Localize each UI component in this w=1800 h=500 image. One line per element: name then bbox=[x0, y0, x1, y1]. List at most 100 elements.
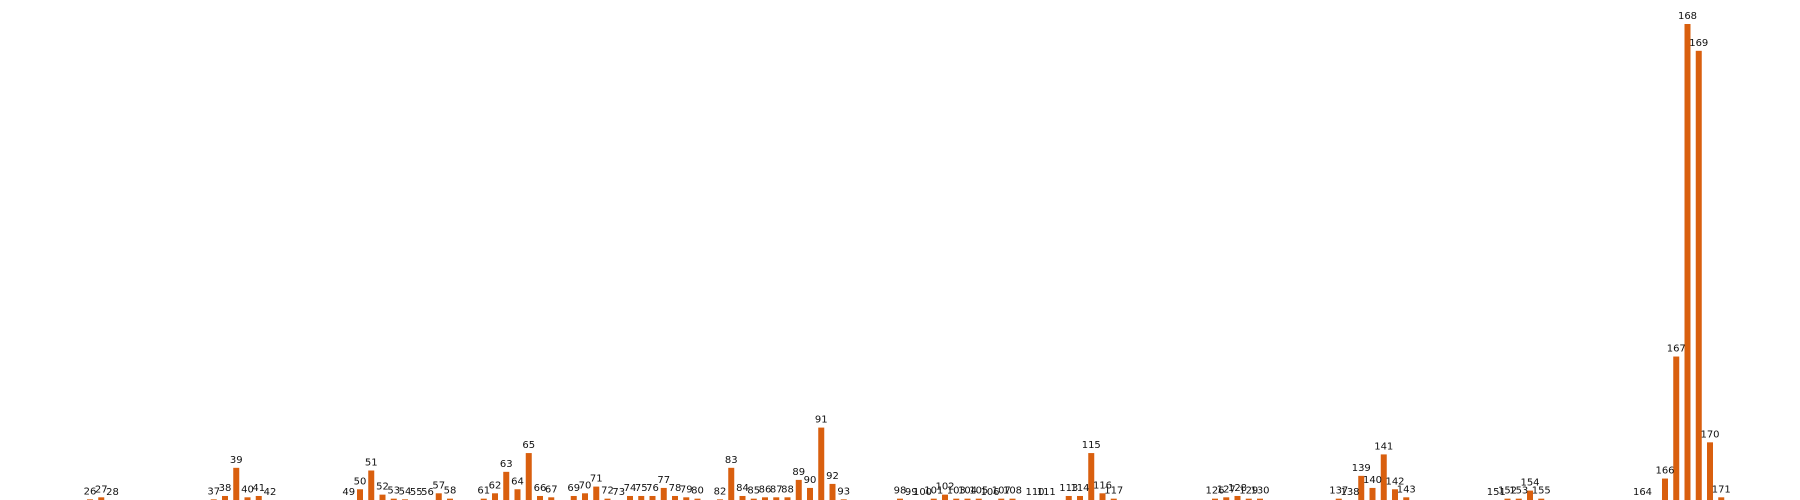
bar-label-67: 67 bbox=[545, 484, 558, 495]
bar-170 bbox=[1707, 442, 1713, 500]
bar-113 bbox=[1065, 495, 1072, 500]
bar-label-84: 84 bbox=[736, 483, 749, 494]
bar-75 bbox=[638, 495, 645, 500]
bar-label-77: 77 bbox=[657, 475, 670, 486]
bar-label-66: 66 bbox=[534, 483, 547, 494]
bar-label-69: 69 bbox=[567, 483, 580, 494]
bar-label-73: 73 bbox=[612, 487, 625, 498]
bar-label-103: 103 bbox=[947, 486, 966, 497]
bar-label-110: 110 bbox=[1025, 487, 1044, 498]
bar-label-115: 115 bbox=[1082, 440, 1101, 451]
bar-77 bbox=[660, 487, 667, 500]
bar-116 bbox=[1099, 493, 1106, 500]
bar-86 bbox=[762, 497, 768, 500]
bar-64 bbox=[514, 489, 521, 500]
bar-label-87: 87 bbox=[770, 484, 783, 495]
bar-70 bbox=[582, 493, 588, 500]
bar-114 bbox=[1077, 495, 1083, 500]
bar-label-63: 63 bbox=[500, 459, 513, 470]
bar-117 bbox=[1110, 498, 1117, 500]
bar-label-164: 164 bbox=[1633, 487, 1652, 498]
bar-label-106: 106 bbox=[980, 487, 999, 498]
bar-label-54: 54 bbox=[399, 486, 412, 497]
bar-label-93: 93 bbox=[837, 486, 850, 497]
bar-label-74: 74 bbox=[624, 483, 637, 494]
bar-40 bbox=[244, 497, 251, 500]
bar-27 bbox=[98, 497, 105, 500]
bar-label-27: 27 bbox=[95, 484, 108, 495]
bar-90 bbox=[807, 487, 813, 500]
bar-83 bbox=[728, 467, 735, 500]
bar-label-100: 100 bbox=[913, 487, 932, 498]
bar-label-28: 28 bbox=[106, 487, 119, 498]
bar-label-49: 49 bbox=[342, 487, 355, 498]
bars-group bbox=[87, 24, 1725, 500]
bar-label-50: 50 bbox=[354, 476, 367, 487]
bar-label-141: 141 bbox=[1374, 441, 1393, 452]
bar-label-117: 117 bbox=[1104, 486, 1123, 497]
bar-65 bbox=[525, 453, 532, 500]
bar-67 bbox=[548, 497, 555, 500]
bar-71 bbox=[593, 486, 600, 500]
bar-label-72: 72 bbox=[601, 486, 614, 497]
bar-label-39: 39 bbox=[230, 455, 243, 466]
bar-139 bbox=[1358, 475, 1365, 500]
bar-169 bbox=[1695, 50, 1702, 500]
bar-label-151: 151 bbox=[1487, 487, 1506, 498]
bar-label-105: 105 bbox=[969, 486, 988, 497]
bar-38 bbox=[222, 495, 228, 500]
bar-103 bbox=[953, 498, 960, 500]
bar-143 bbox=[1403, 497, 1410, 500]
bar-label-64: 64 bbox=[511, 476, 524, 487]
bar-label-56: 56 bbox=[421, 487, 434, 498]
bar-label-40: 40 bbox=[241, 484, 254, 495]
bar-label-70: 70 bbox=[579, 480, 592, 491]
bar-label-107: 107 bbox=[992, 486, 1011, 497]
bar-label-137: 137 bbox=[1329, 486, 1348, 497]
bar-66 bbox=[537, 495, 543, 500]
bar-84 bbox=[739, 495, 746, 500]
bar-104 bbox=[964, 498, 971, 500]
bar-168 bbox=[1684, 24, 1691, 500]
bar-62 bbox=[492, 493, 498, 500]
bar-128 bbox=[1234, 495, 1241, 500]
bar-85 bbox=[750, 498, 757, 500]
bar-label-83: 83 bbox=[725, 455, 738, 466]
bar-69 bbox=[570, 495, 577, 500]
bar-label-88: 88 bbox=[781, 484, 794, 495]
bar-label-170: 170 bbox=[1700, 429, 1719, 440]
bar-label-128: 128 bbox=[1228, 483, 1247, 494]
bar-107 bbox=[998, 498, 1005, 500]
bar-87 bbox=[773, 497, 780, 500]
bar-92 bbox=[829, 483, 836, 500]
bar-label-102: 102 bbox=[935, 482, 954, 493]
bar-label-51: 51 bbox=[365, 458, 378, 469]
bar-label-166: 166 bbox=[1655, 466, 1674, 477]
bar-102 bbox=[942, 494, 948, 500]
bar-label-42: 42 bbox=[264, 487, 277, 498]
bar-label-91: 91 bbox=[815, 415, 828, 426]
bar-89 bbox=[795, 479, 802, 500]
bar-label-26: 26 bbox=[84, 486, 97, 497]
bar-label-92: 92 bbox=[826, 471, 839, 482]
bar-label-89: 89 bbox=[792, 467, 805, 478]
bar-label-152: 152 bbox=[1498, 486, 1517, 497]
bar-label-82: 82 bbox=[714, 486, 727, 497]
bar-label-113: 113 bbox=[1059, 483, 1078, 494]
bar-label-61: 61 bbox=[477, 486, 490, 497]
bar-label-85: 85 bbox=[747, 486, 760, 497]
bar-98 bbox=[897, 498, 903, 500]
bar-101 bbox=[930, 498, 937, 500]
bar-140 bbox=[1369, 487, 1376, 500]
bar-label-62: 62 bbox=[489, 480, 502, 491]
bar-label-126: 126 bbox=[1205, 486, 1224, 497]
bar-label-169: 169 bbox=[1689, 38, 1708, 49]
bar-label-155: 155 bbox=[1532, 486, 1551, 497]
bar-141 bbox=[1380, 454, 1387, 500]
bar-88 bbox=[784, 497, 791, 500]
bar-label-37: 37 bbox=[207, 486, 220, 497]
bar-label-154: 154 bbox=[1520, 478, 1539, 489]
bar-137 bbox=[1335, 498, 1342, 500]
bar-91 bbox=[818, 427, 825, 500]
